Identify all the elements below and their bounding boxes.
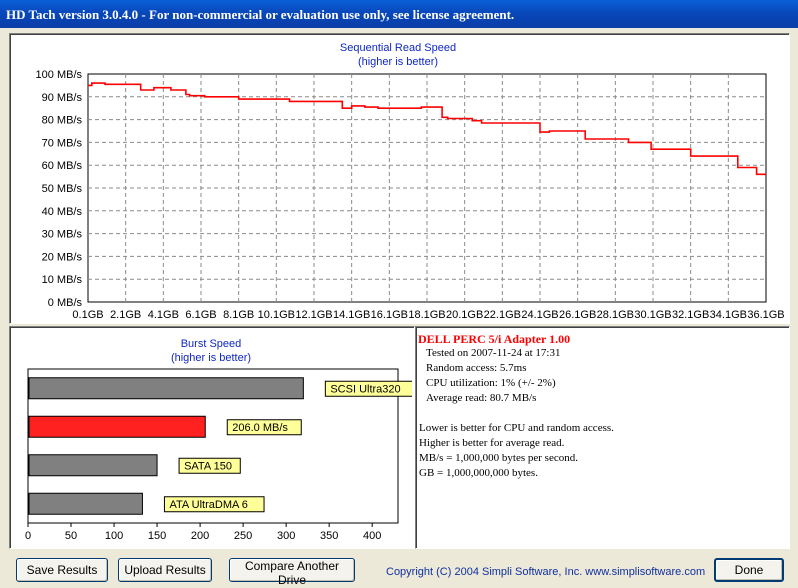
burst-chart-subtitle: (higher is better)	[171, 352, 251, 364]
seq-y-tick-label: 100 MB/s	[36, 69, 83, 81]
seq-x-tick-label: 24.1GB	[521, 309, 558, 321]
seq-y-tick-label: 60 MB/s	[42, 160, 83, 172]
seq-x-tick-label: 32.1GB	[672, 309, 709, 321]
seq-x-tick-label: 34.1GB	[710, 309, 747, 321]
seq-x-tick-label: 0.1GB	[72, 309, 103, 321]
note-mbs-definition: MB/s = 1,000,000 bytes per second.	[419, 452, 578, 464]
compare-another-drive-label: Compare Another Drive	[244, 559, 340, 587]
burst-x-tick-label: 0	[25, 530, 31, 542]
upload-results-label: Upload Results	[124, 563, 206, 577]
seq-y-tick-label: 10 MB/s	[42, 274, 83, 286]
seq-x-tick-label: 10.1GB	[258, 309, 295, 321]
sequential-chart-subtitle: (higher is better)	[358, 56, 438, 68]
random-access: Random access: 5.7ms	[426, 362, 527, 374]
seq-x-tick-label: 26.1GB	[559, 309, 596, 321]
note-gb-definition: GB = 1,000,000,000 bytes.	[419, 467, 538, 479]
seq-x-tick-label: 2.1GB	[110, 309, 141, 321]
burst-bar-label-box	[226, 419, 302, 436]
seq-x-tick-label: 16.1GB	[371, 309, 408, 321]
upload-results-button[interactable]: Upload Results	[118, 558, 212, 582]
burst-bar-label: 206.0 MB/s	[232, 422, 288, 434]
seq-y-tick-label: 80 MB/s	[42, 115, 83, 127]
done-button[interactable]: Done	[714, 558, 784, 582]
burst-x-tick-label: 300	[277, 530, 295, 542]
note-lower-better: Lower is better for CPU and random acces…	[419, 422, 614, 434]
burst-bar	[28, 454, 158, 477]
burst-bar	[28, 415, 206, 438]
average-read: Average read: 80.7 MB/s	[426, 392, 537, 404]
seq-y-tick-label: 20 MB/s	[42, 251, 83, 263]
drive-name: DELL PERC 5/i Adapter 1.00	[418, 332, 571, 346]
seq-x-tick-label: 22.1GB	[484, 309, 521, 321]
burst-bar-label: SATA 150	[184, 460, 232, 472]
seq-x-tick-label: 20.1GB	[446, 309, 483, 321]
burst-bar-label-box	[163, 496, 265, 513]
burst-bar-label: SCSI Ultra320	[330, 383, 400, 395]
seq-x-tick-label: 4.1GB	[148, 309, 179, 321]
burst-x-tick-label: 100	[105, 530, 123, 542]
tested-date: Tested on 2007-11-24 at 17:31	[426, 347, 561, 359]
cpu-utilization: CPU utilization: 1% (+/- 2%)	[426, 377, 556, 389]
seq-y-tick-label: 0 MB/s	[48, 297, 83, 309]
seq-y-tick-label: 50 MB/s	[42, 183, 83, 195]
burst-x-tick-label: 50	[65, 530, 77, 542]
seq-x-tick-label: 18.1GB	[408, 309, 445, 321]
burst-x-tick-label: 250	[234, 530, 252, 542]
note-higher-better: Higher is better for average read.	[419, 437, 565, 449]
seq-x-tick-label: 30.1GB	[634, 309, 671, 321]
copyright-link[interactable]: Copyright (C) 2004 Simpli Software, Inc.…	[386, 566, 706, 578]
seq-y-tick-label: 90 MB/s	[42, 92, 83, 104]
seq-y-tick-label: 70 MB/s	[42, 137, 83, 149]
seq-y-tick-label: 40 MB/s	[42, 206, 83, 218]
seq-x-tick-label: 28.1GB	[597, 309, 634, 321]
seq-x-tick-label: 12.1GB	[295, 309, 332, 321]
seq-y-tick-label: 30 MB/s	[42, 229, 83, 241]
burst-bar	[28, 377, 304, 400]
burst-speed-panel: Burst Speed (higher is better) SCSI Ultr…	[9, 326, 420, 549]
seq-x-tick-label: 8.1GB	[223, 309, 254, 321]
title-bar[interactable]: HD Tach version 3.0.4.0 - For non-commer…	[0, 0, 798, 28]
burst-speed-chart: Burst Speed (higher is better) SCSI Ultr…	[25, 338, 420, 542]
results-info-panel: DELL PERC 5/i Adapter 1.00 Tested on 200…	[415, 326, 790, 549]
done-label: Done	[734, 563, 764, 577]
save-results-label: Save Results	[26, 563, 98, 577]
burst-x-tick-label: 400	[363, 530, 381, 542]
compare-another-drive-button[interactable]: Compare Another Drive	[229, 558, 355, 587]
sequential-read-panel: Sequential Read Speed (higher is better)…	[9, 33, 790, 324]
sequential-chart-title: Sequential Read Speed	[340, 42, 456, 54]
burst-chart-title: Burst Speed	[181, 338, 242, 350]
sequential-read-chart: Sequential Read Speed (higher is better)…	[36, 42, 785, 321]
sequential-read-line	[88, 82, 766, 176]
burst-x-tick-label: 200	[191, 530, 209, 542]
burst-x-tick-label: 150	[148, 530, 166, 542]
burst-bar	[28, 492, 143, 515]
save-results-button[interactable]: Save Results	[16, 558, 108, 582]
seq-x-tick-label: 36.1GB	[747, 309, 784, 321]
burst-bar-label-box	[178, 457, 241, 474]
seq-x-tick-label: 14.1GB	[333, 309, 370, 321]
window-title: HD Tach version 3.0.4.0 - For non-commer…	[6, 7, 515, 22]
seq-x-tick-label: 6.1GB	[185, 309, 216, 321]
burst-bar-label: ATA UltraDMA 6	[169, 499, 247, 511]
burst-x-tick-label: 350	[320, 530, 338, 542]
